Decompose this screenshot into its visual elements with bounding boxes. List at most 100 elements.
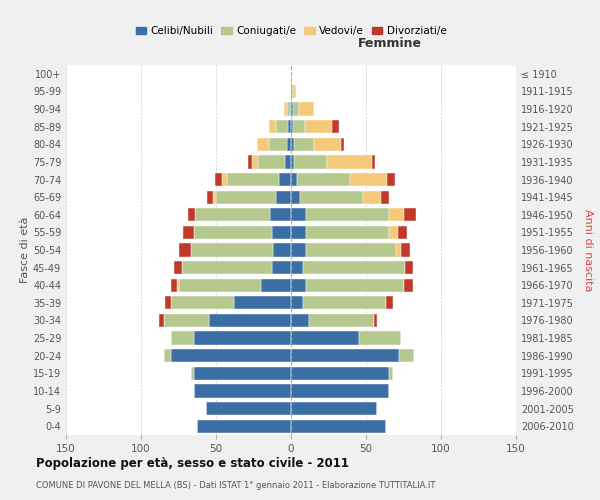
Bar (359, 332, 401, 344)
Bar (273, 244, 291, 256)
Bar (287, 102, 290, 116)
Bar (227, 173, 279, 186)
Bar (294, 156, 327, 168)
Bar (291, 173, 297, 186)
Bar (269, 120, 276, 134)
Bar (386, 296, 393, 310)
Bar (399, 349, 414, 362)
Bar (182, 261, 271, 274)
Bar (288, 120, 291, 134)
Bar (179, 244, 191, 256)
Bar (381, 190, 389, 204)
Bar (291, 190, 300, 204)
Bar (303, 261, 405, 274)
Bar (258, 156, 285, 168)
Bar (291, 349, 399, 362)
Bar (389, 366, 393, 380)
Bar (294, 138, 314, 151)
Bar (271, 261, 291, 274)
Bar (363, 190, 381, 204)
Bar (183, 226, 193, 239)
Bar (396, 244, 401, 256)
Bar (291, 208, 306, 222)
Bar (305, 120, 331, 134)
Bar (276, 190, 291, 204)
Bar (293, 120, 305, 134)
Bar (297, 173, 349, 186)
Text: Popolazione per età, sesso e stato civile - 2011: Popolazione per età, sesso e stato civil… (36, 458, 349, 470)
Bar (398, 226, 407, 239)
Bar (257, 138, 269, 151)
Bar (193, 366, 291, 380)
Bar (291, 138, 294, 151)
Bar (327, 156, 372, 168)
Bar (248, 156, 252, 168)
Y-axis label: Anni di nascita: Anni di nascita (583, 209, 593, 291)
Y-axis label: Fasce di età: Fasce di età (20, 217, 30, 283)
Bar (191, 244, 273, 256)
Bar (291, 244, 306, 256)
Bar (291, 261, 303, 274)
Bar (331, 120, 339, 134)
Bar (341, 138, 343, 151)
Bar (387, 173, 395, 186)
Bar (165, 296, 171, 310)
Bar (174, 261, 182, 274)
Bar (373, 314, 377, 327)
Bar (306, 244, 396, 256)
Bar (193, 226, 271, 239)
Bar (291, 402, 377, 415)
Bar (215, 173, 222, 186)
Bar (163, 349, 171, 362)
Bar (205, 402, 291, 415)
Bar (291, 278, 306, 292)
Bar (191, 366, 193, 380)
Bar (291, 314, 309, 327)
Bar (291, 226, 306, 239)
Bar (171, 296, 234, 310)
Bar (291, 156, 294, 168)
Bar (284, 102, 287, 116)
Bar (405, 261, 413, 274)
Bar (314, 138, 341, 151)
Text: COMUNE DI PAVONE DEL MELLA (BS) - Dati ISTAT 1° gennaio 2011 - Elaborazione TUTT: COMUNE DI PAVONE DEL MELLA (BS) - Dati I… (36, 481, 436, 490)
Bar (187, 208, 195, 222)
Bar (401, 244, 409, 256)
Bar (207, 190, 213, 204)
Bar (306, 208, 389, 222)
Bar (276, 120, 288, 134)
Bar (389, 208, 404, 222)
Bar (287, 138, 291, 151)
Bar (285, 156, 291, 168)
Bar (195, 208, 270, 222)
Bar (404, 278, 413, 292)
Bar (197, 420, 291, 433)
Bar (269, 138, 287, 151)
Bar (216, 190, 276, 204)
Bar (193, 332, 291, 344)
Bar (349, 173, 387, 186)
Bar (271, 226, 291, 239)
Bar (291, 384, 389, 398)
Bar (171, 332, 193, 344)
Bar (209, 314, 291, 327)
Bar (261, 278, 291, 292)
Bar (177, 278, 179, 292)
Bar (252, 156, 258, 168)
Bar (222, 173, 227, 186)
Bar (303, 296, 386, 310)
Bar (309, 314, 373, 327)
Bar (163, 314, 209, 327)
Bar (306, 278, 404, 292)
Bar (293, 85, 296, 98)
Bar (291, 420, 386, 433)
Bar (291, 332, 359, 344)
Bar (171, 349, 291, 362)
Bar (291, 102, 293, 116)
Bar (389, 226, 398, 239)
Bar (404, 208, 415, 222)
Bar (306, 226, 389, 239)
Bar (270, 208, 291, 222)
Bar (293, 102, 299, 116)
Bar (159, 314, 163, 327)
